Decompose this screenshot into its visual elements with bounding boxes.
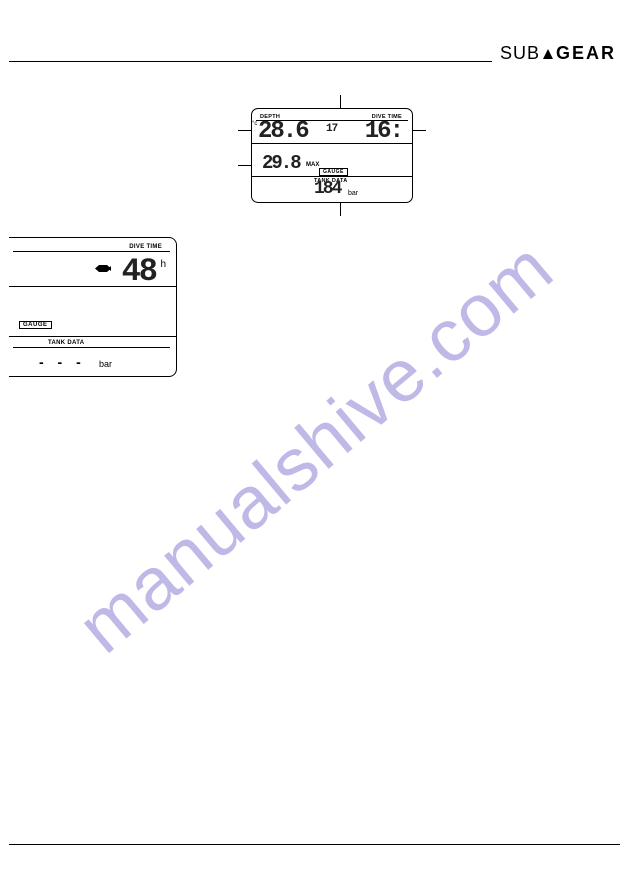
hour-unit: h [160,259,166,270]
no-data-dashes: - - - [39,354,86,370]
display-row-bottom: TANK DATA - - - bar [9,337,176,375]
pressure-value: 184 [314,179,340,199]
dive-computer-display-side: DIVE TIME 48 h GAUGE TANK DATA - - - bar [9,237,177,377]
display-row-bottom: TANK DATA 184 bar [252,177,412,202]
tick-mark [340,95,341,109]
pressure-unit: bar [348,190,358,197]
pressure-unit: bar [99,359,112,369]
tick-mark [238,165,252,166]
brand-sub: SUB [500,43,540,64]
tick-mark [238,130,252,131]
tick-mark [340,202,341,216]
brand-gear: GEAR [556,43,616,64]
divider-line [13,251,170,252]
depth-value: 28.6 [258,118,308,145]
gauge-indicator: GAUGE [19,321,52,329]
dive-computer-display-main: DEPTH 28.6 17 °c DIVE TIME 16: 29.8 MAX … [251,108,413,203]
triangle-icon [543,49,553,59]
divider-line [13,347,170,348]
gauge-indicator: GAUGE [319,168,348,176]
display-row-top: DEPTH 28.6 17 °c DIVE TIME 16: [252,112,412,144]
divetime-value: 16: [365,118,402,145]
display-row-mid: 29.8 MAX GAUGE [252,144,412,177]
fish-icon [95,264,111,273]
temp-unit: °c [252,121,257,127]
temp-value: 17 [326,123,337,135]
footer-rule [9,844,620,845]
tankdata-label: TANK DATA [48,340,84,346]
display-row-top: DIVE TIME 48 h [9,241,176,287]
display-row-mid: GAUGE [9,287,176,337]
maxdepth-value: 29.8 [262,152,300,174]
tick-mark [412,130,426,131]
max-label: MAX [306,162,319,168]
divetime-label: DIVE TIME [129,244,162,250]
brand-logo: SUB GEAR [492,43,620,64]
divetime-value: 48 [122,253,156,290]
